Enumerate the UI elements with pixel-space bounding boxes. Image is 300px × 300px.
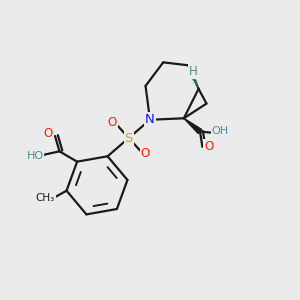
Text: O: O [108, 116, 117, 129]
Text: N: N [145, 113, 155, 126]
Text: CH₃: CH₃ [35, 193, 55, 203]
Text: OH: OH [212, 126, 229, 136]
Polygon shape [184, 118, 202, 134]
Text: S: S [124, 131, 133, 145]
Text: HO: HO [26, 151, 44, 161]
Text: O: O [141, 147, 150, 161]
Text: H: H [189, 65, 198, 78]
Text: O: O [43, 127, 52, 140]
Text: O: O [204, 140, 214, 153]
